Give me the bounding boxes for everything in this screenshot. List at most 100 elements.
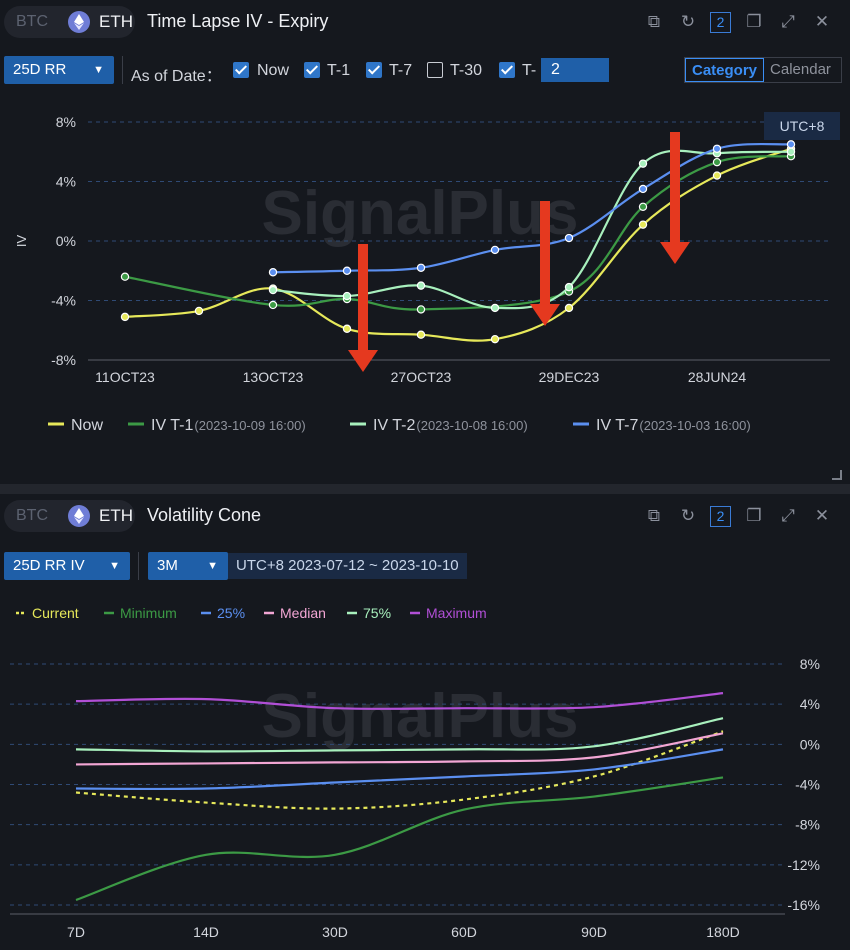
coin-toggle[interactable]: BTC ETH xyxy=(4,500,135,532)
layout-count-badge[interactable]: 2 xyxy=(710,12,731,33)
series-line xyxy=(75,717,724,753)
open-external-icon[interactable]: ⧉ xyxy=(647,12,661,31)
check-custom[interactable] xyxy=(499,62,515,78)
legend-label: IV T-1 xyxy=(151,417,193,434)
period-select[interactable]: 3M ▼ xyxy=(148,552,228,580)
copy-icon[interactable]: ❐ xyxy=(746,506,762,525)
legend-label: IV T-2 xyxy=(373,417,415,434)
legend-item: 75% xyxy=(347,605,391,621)
x-tick-label: 27OCT23 xyxy=(391,369,452,385)
mode-category-tab[interactable]: Category xyxy=(685,58,765,82)
check-t30[interactable] xyxy=(427,62,443,78)
legend-note: (2023-10-09 16:00) xyxy=(194,418,305,433)
legend-item: Current xyxy=(16,605,79,621)
coin-toggle[interactable]: BTC ETH xyxy=(4,6,135,38)
layout-count-badge[interactable]: 2 xyxy=(710,506,731,527)
close-icon[interactable]: ✕ xyxy=(814,12,830,31)
y-axis-label: IV xyxy=(14,235,29,248)
x-tick-label: 7D xyxy=(67,924,85,940)
legend-label: 25% xyxy=(217,605,245,621)
mode-calendar-tab[interactable]: Calendar xyxy=(770,61,831,78)
data-point xyxy=(342,291,352,301)
data-point xyxy=(416,263,426,272)
y-tick-label: -16% xyxy=(787,897,820,913)
x-tick-label: 90D xyxy=(581,924,607,940)
x-tick-label: 13OCT23 xyxy=(243,369,304,385)
legend-item: Maximum xyxy=(410,605,487,621)
expand-icon[interactable]: ⤢ xyxy=(781,506,795,525)
y-tick-label: -8% xyxy=(795,817,820,833)
metric-select[interactable]: 25D RR ▼ xyxy=(4,56,114,84)
check-t1[interactable] xyxy=(304,62,320,78)
watermark: SignalPlus xyxy=(262,682,579,751)
check-now[interactable] xyxy=(233,62,249,78)
series-line xyxy=(75,692,724,710)
divider xyxy=(138,552,139,580)
copy-icon[interactable]: ❐ xyxy=(746,12,762,31)
coin-btc-tab[interactable]: BTC xyxy=(16,13,48,30)
panel-title: Volatility Cone xyxy=(147,505,262,525)
check-t30-label: T-30 xyxy=(450,62,483,79)
resize-handle-icon[interactable] xyxy=(832,470,842,480)
chevron-down-icon: ▼ xyxy=(207,560,218,572)
data-point xyxy=(638,202,648,211)
close-icon[interactable]: ✕ xyxy=(814,506,830,525)
legend-item: 25% xyxy=(201,605,245,621)
legend-item: IV T-1 (2023-10-09 16:00) xyxy=(128,417,306,434)
coin-eth-tab[interactable]: ETH xyxy=(99,12,133,31)
coin-btc-tab[interactable]: BTC xyxy=(16,507,48,524)
data-point xyxy=(564,233,574,243)
panel-header: BTC ETH Time Lapse IV - Expiry ⧉ ↻ 2 ❐ ⤢… xyxy=(0,0,850,44)
data-point xyxy=(490,245,500,255)
time-lapse-panel: BTC ETH Time Lapse IV - Expiry ⧉ ↻ 2 ❐ ⤢… xyxy=(0,0,850,484)
x-tick-label: 29DEC23 xyxy=(539,369,600,385)
check-t1-label: T-1 xyxy=(327,62,351,79)
y-tick-label: 0% xyxy=(56,233,76,249)
red-arrow-shaft xyxy=(670,132,680,244)
open-external-icon[interactable]: ⧉ xyxy=(647,506,661,525)
legend-item: Median xyxy=(264,605,326,621)
data-point xyxy=(416,281,426,290)
data-point xyxy=(120,312,130,322)
data-point xyxy=(638,159,648,168)
y-tick-label: -4% xyxy=(795,777,820,793)
legend-note: (2023-10-08 16:00) xyxy=(416,418,527,433)
series-line xyxy=(75,776,724,902)
watermark: SignalPlus xyxy=(262,179,579,248)
custom-days-input[interactable]: 2 xyxy=(541,58,609,82)
legend-item: IV T-2 (2023-10-08 16:00) xyxy=(350,417,528,434)
series-line xyxy=(75,732,724,766)
red-arrow-shaft xyxy=(358,244,368,352)
data-point xyxy=(194,306,204,316)
data-point xyxy=(564,303,574,313)
data-point xyxy=(564,282,574,292)
y-tick-label: 8% xyxy=(56,114,76,130)
data-point xyxy=(268,268,278,277)
time-lapse-chart: SignalPlus 8% 4% 0% -4% -8% IV 11OCT23 13OCT23 27… xyxy=(14,114,830,434)
legend-label: Current xyxy=(32,605,79,621)
check-now-label: Now xyxy=(257,62,290,79)
as-of-label: As of Date： xyxy=(131,68,222,85)
data-point xyxy=(712,171,722,180)
refresh-icon[interactable]: ↻ xyxy=(680,506,696,525)
chevron-down-icon: ▼ xyxy=(93,64,104,76)
x-tick-label: 11OCT23 xyxy=(95,369,155,385)
volatility-cone-panel: BTC ETH Volatility Cone ⧉ ↻ 2 ❐ ⤢ ✕ 25D … xyxy=(0,494,850,950)
legend-item: IV T-7 (2023-10-03 16:00) xyxy=(573,417,751,434)
metric-select[interactable]: 25D RR IV ▼ xyxy=(4,552,130,580)
check-t7[interactable] xyxy=(366,62,382,78)
legend-label: 75% xyxy=(363,605,391,621)
check-custom-label: T- xyxy=(522,62,537,79)
legend-note: (2023-10-03 16:00) xyxy=(639,418,750,433)
data-point xyxy=(416,330,426,339)
refresh-icon[interactable]: ↻ xyxy=(680,12,696,31)
period-select-value: 3M xyxy=(157,557,178,574)
coin-eth-tab[interactable]: ETH xyxy=(99,506,133,525)
series-line xyxy=(75,730,724,810)
y-tick-label: -12% xyxy=(787,857,820,873)
x-tick-label: 14D xyxy=(193,924,219,940)
legend-label: Now xyxy=(71,417,103,434)
mode-switch: Category Calendar xyxy=(684,57,842,83)
expand-icon[interactable]: ⤢ xyxy=(781,12,795,31)
data-point xyxy=(120,272,130,281)
